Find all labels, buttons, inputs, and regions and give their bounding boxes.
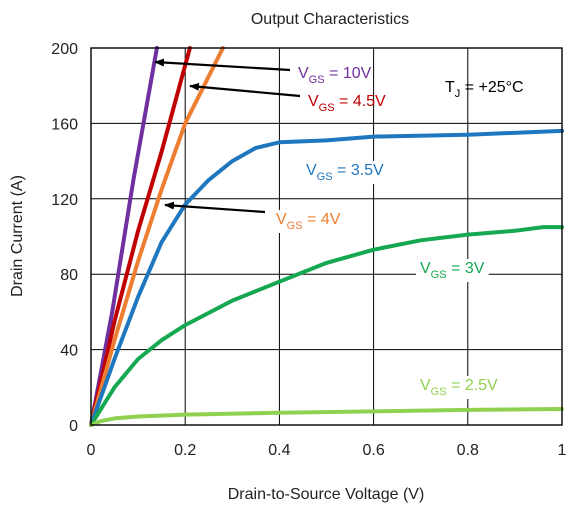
series-label-text: VGS = 3.5V (306, 162, 384, 183)
gridlines (91, 48, 562, 425)
series-label-text: VGS = 2.5V (420, 377, 498, 398)
axis-ticks: 0 0.2 0.4 0.6 0.8 1 0 40 80 120 160 200 (51, 41, 566, 459)
label-arrows (154, 58, 301, 214)
series-label-text: VGS = 10V (298, 65, 372, 86)
series-label-bg (416, 259, 489, 282)
series-line-0 (89, 46, 159, 427)
x-tick-label: 0.6 (362, 442, 384, 459)
series-label-4: VGS = 3V (416, 259, 489, 282)
x-tick-label: 0 (87, 442, 96, 459)
series-label-text: VGS = 4V (276, 211, 341, 232)
series-labels: VGS = 10V VGS = 4.5V VGS = 4V VGS = 3.5V VGS… (272, 65, 503, 399)
y-tick-label: 120 (51, 192, 78, 209)
series-label-bg (416, 376, 503, 399)
plot-frame (89, 46, 564, 427)
series-line-3 (89, 128, 564, 427)
series-label-2: VGS = 4V (272, 210, 345, 233)
series-line-1 (89, 46, 192, 427)
arrow-vgs-4v (164, 201, 266, 214)
series-line-2 (89, 46, 225, 427)
series-label-text: VGS = 3V (420, 260, 485, 281)
arrow-vgs-4-5v (189, 82, 301, 98)
series-line-4 (89, 225, 564, 427)
x-tick-label: 0.4 (268, 442, 290, 459)
series-label-bg (272, 210, 345, 233)
x-tick-label: 1 (558, 442, 567, 459)
y-tick-label: 0 (69, 418, 78, 435)
series-label-text: VGS = 4.5V (308, 93, 386, 114)
series-label-3: VGS = 3.5V (302, 161, 389, 184)
series-label-bg (302, 161, 389, 184)
series-lines (89, 46, 564, 427)
y-tick-label: 200 (51, 41, 78, 58)
temperature-annotation: TJ = +25°C (445, 79, 524, 100)
x-tick-label: 0.8 (457, 442, 479, 459)
series-label-0: VGS = 10V (298, 65, 372, 86)
y-tick-label: 160 (51, 116, 78, 133)
x-axis-label: Drain-to-Source Voltage (V) (228, 486, 425, 503)
series-label-1: VGS = 4.5V (308, 93, 386, 114)
x-tick-label: 0.2 (174, 442, 196, 459)
y-tick-label: 80 (60, 267, 78, 284)
series-label-5: VGS = 2.5V (416, 376, 503, 399)
chart-title: Output Characteristics (251, 11, 409, 28)
y-axis-label: Drain Current (A) (9, 175, 26, 297)
arrow-vgs-10v (154, 58, 291, 72)
plot-border (90, 47, 563, 426)
series-line-5 (89, 407, 564, 427)
y-tick-label: 40 (60, 343, 78, 360)
